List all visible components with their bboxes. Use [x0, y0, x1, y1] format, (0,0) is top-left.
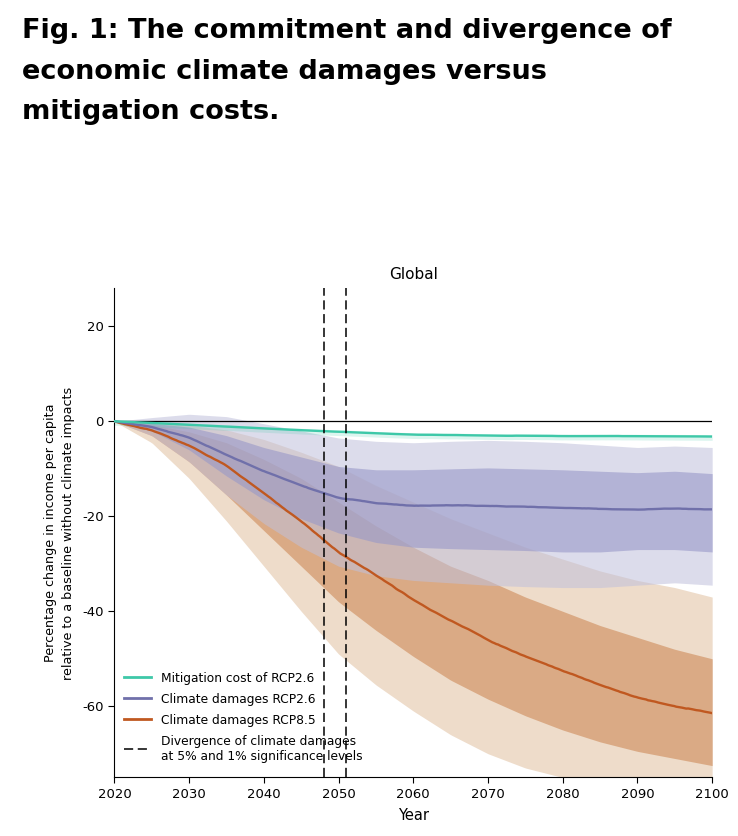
Text: economic climate damages versus: economic climate damages versus	[22, 59, 547, 84]
Legend: Mitigation cost of RCP2.6, Climate damages RCP2.6, Climate damages RCP8.5, Diver: Mitigation cost of RCP2.6, Climate damag…	[120, 668, 366, 767]
Text: mitigation costs.: mitigation costs.	[22, 99, 280, 125]
X-axis label: Year: Year	[398, 808, 429, 823]
Text: Fig. 1: The commitment and divergence of: Fig. 1: The commitment and divergence of	[22, 18, 672, 44]
Y-axis label: Percentage change in income per capita
relative to a baseline without climate im: Percentage change in income per capita r…	[44, 386, 75, 680]
Title: Global: Global	[389, 267, 438, 282]
